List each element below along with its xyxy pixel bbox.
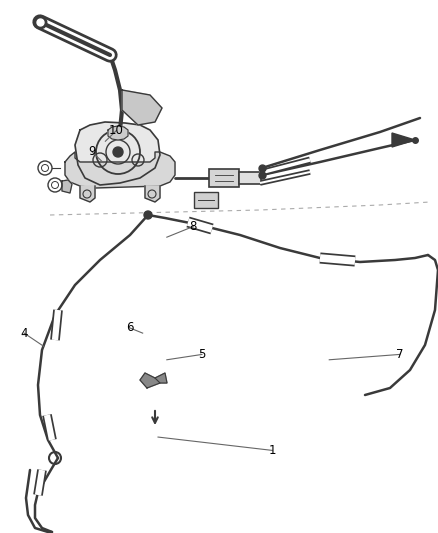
Polygon shape [80, 186, 95, 202]
Polygon shape [155, 373, 166, 383]
Text: 10: 10 [109, 124, 124, 137]
Text: 4: 4 [20, 327, 28, 340]
Polygon shape [108, 126, 128, 140]
Circle shape [144, 211, 152, 219]
Polygon shape [140, 373, 159, 388]
Circle shape [113, 147, 123, 157]
FancyBboxPatch shape [194, 192, 218, 208]
Text: 6: 6 [125, 321, 133, 334]
Polygon shape [122, 90, 162, 125]
Text: 7: 7 [395, 348, 403, 361]
Polygon shape [75, 122, 159, 185]
Text: 1: 1 [268, 444, 276, 457]
Polygon shape [62, 180, 72, 193]
Text: 9: 9 [88, 146, 96, 158]
Text: 8: 8 [189, 220, 196, 233]
Polygon shape [65, 152, 175, 188]
Polygon shape [391, 133, 414, 147]
Polygon shape [145, 186, 159, 202]
Text: 5: 5 [198, 348, 205, 361]
FancyBboxPatch shape [238, 172, 261, 184]
FancyBboxPatch shape [208, 169, 238, 187]
